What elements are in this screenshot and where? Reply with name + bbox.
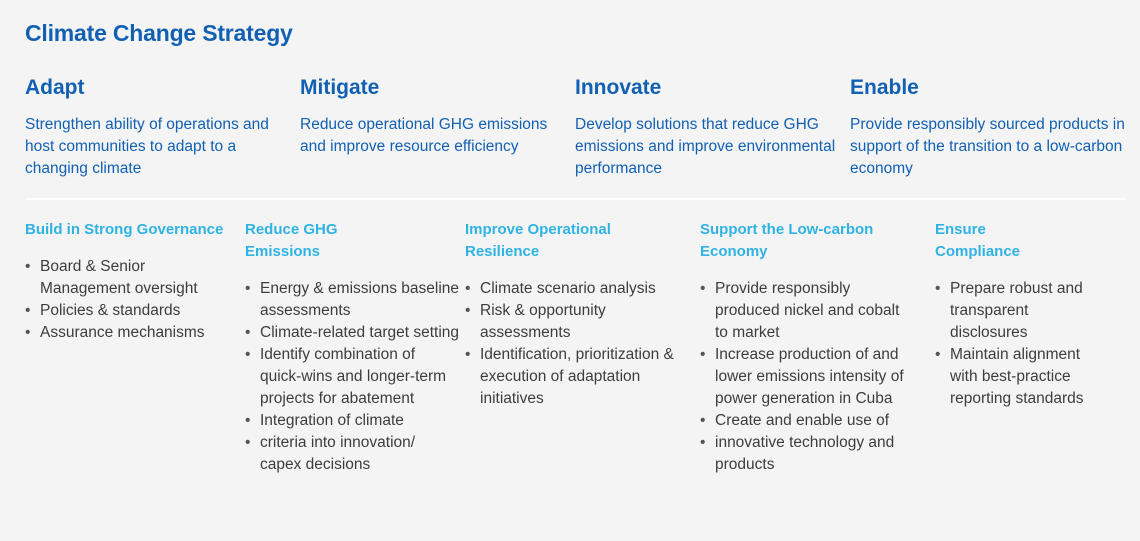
- list-item: criteria into innovation/ capex decision…: [245, 432, 460, 476]
- pillar-heading: Adapt: [25, 76, 85, 99]
- list-item: Risk & opportunity assessments: [465, 300, 680, 344]
- list-item: Climate-related target setting: [245, 322, 460, 344]
- column-heading: Ensure Compliance: [935, 221, 1021, 260]
- pillar-heading: Mitigate: [300, 76, 380, 99]
- bullet-list: Prepare robust and transparent disclosur…: [935, 278, 1105, 410]
- column-heading: Support the Low-carbon Economy: [700, 221, 874, 260]
- column-governance: Build in Strong Governance Board & Senio…: [25, 219, 225, 344]
- list-item: Identify combination of quick-wins and l…: [245, 344, 460, 410]
- pillar-description: Strengthen ability of operations and hos…: [25, 116, 269, 177]
- list-item: Create and enable use of: [700, 410, 915, 432]
- section-divider: [25, 198, 1125, 200]
- column-low-carbon: Support the Low-carbon Economy Provide r…: [700, 219, 915, 476]
- column-resilience: Improve Operational Resilience Climate s…: [465, 219, 680, 410]
- pillar-mitigate: Mitigate Reduce operational GHG emission…: [300, 74, 560, 158]
- bullet-list: Board & Senior Management oversight Poli…: [25, 256, 225, 344]
- column-heading: Reduce GHG Emissions: [245, 221, 338, 260]
- bullet-list: Climate scenario analysis Risk & opportu…: [465, 278, 680, 410]
- list-item: innovative technology and products: [700, 432, 915, 476]
- pillar-description: Develop solutions that reduce GHG emissi…: [575, 116, 836, 177]
- pillar-description: Provide responsibly sourced products in …: [850, 116, 1125, 177]
- pillar-innovate: Innovate Develop solutions that reduce G…: [575, 74, 840, 180]
- list-item: Prepare robust and transparent disclosur…: [935, 278, 1105, 344]
- page-title: Climate Change Strategy: [25, 20, 293, 46]
- column-heading: Improve Operational Resilience: [465, 221, 611, 260]
- list-item: Board & Senior Management oversight: [25, 256, 225, 300]
- list-item: Maintain alignment with best-practice re…: [935, 344, 1105, 410]
- list-item: Increase production of and lower emissio…: [700, 344, 915, 410]
- list-item: Climate scenario analysis: [465, 278, 680, 300]
- pillar-description: Reduce operational GHG emissions and imp…: [300, 116, 548, 155]
- pillar-enable: Enable Provide responsibly sourced produ…: [850, 74, 1125, 180]
- list-item: Assurance mechanisms: [25, 322, 225, 344]
- list-item: Energy & emissions baseline assessments: [245, 278, 460, 322]
- bullet-list: Provide responsibly produced nickel and …: [700, 278, 915, 476]
- pillar-heading: Innovate: [575, 76, 662, 99]
- list-item: Integration of climate: [245, 410, 460, 432]
- pillar-adapt: Adapt Strengthen ability of operations a…: [25, 74, 285, 180]
- pillar-heading: Enable: [850, 76, 919, 99]
- column-compliance: Ensure Compliance Prepare robust and tra…: [935, 219, 1105, 410]
- column-reduce-ghg: Reduce GHG Emissions Energy & emissions …: [245, 219, 460, 476]
- list-item: Provide responsibly produced nickel and …: [700, 278, 915, 344]
- bullet-list: Energy & emissions baseline assessments …: [245, 278, 460, 476]
- list-item: Identification, prioritization & executi…: [465, 344, 680, 410]
- list-item: Policies & standards: [25, 300, 225, 322]
- column-heading: Build in Strong Governance: [25, 221, 224, 238]
